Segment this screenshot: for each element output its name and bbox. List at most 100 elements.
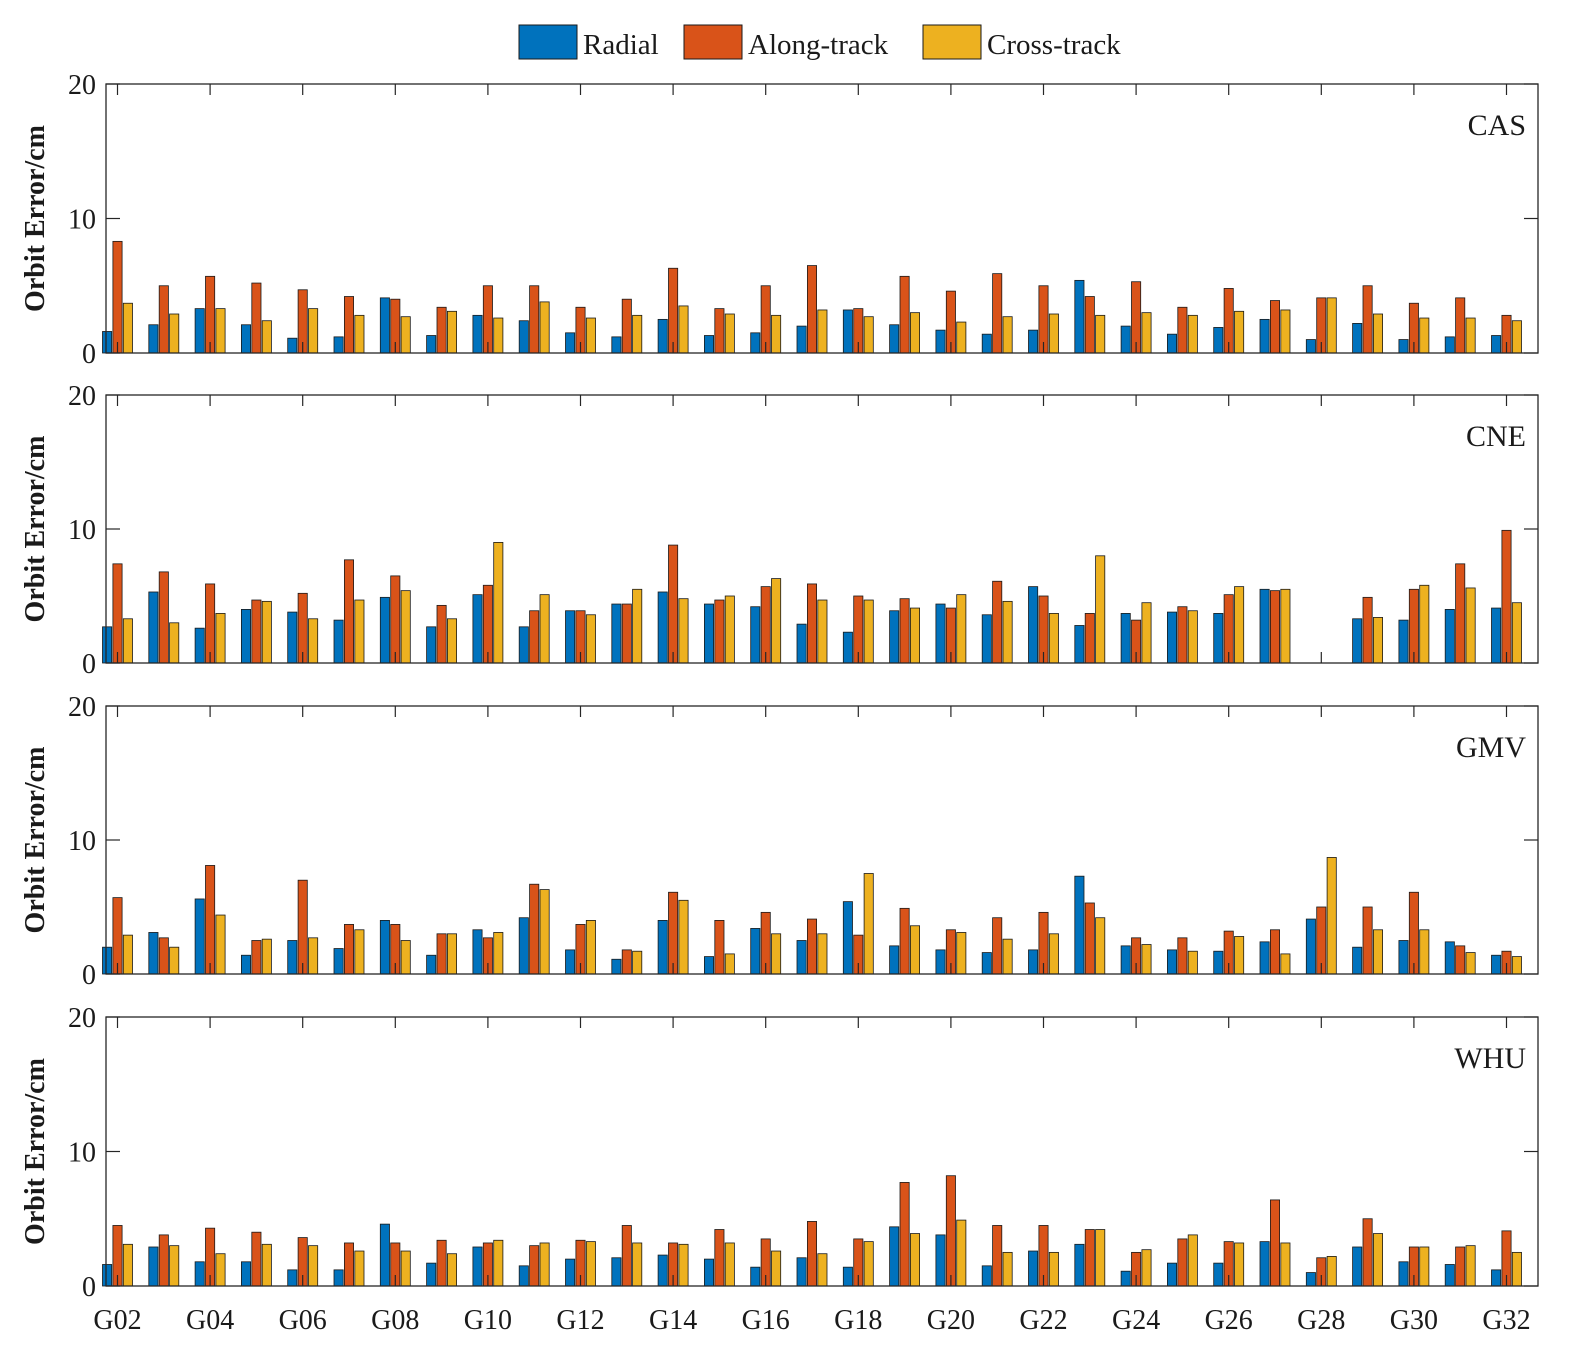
bar-radial	[1491, 954, 1502, 975]
bar-along-track	[1084, 1229, 1095, 1287]
bar-radial	[287, 611, 298, 664]
bar-along-track	[714, 1229, 725, 1287]
legend-swatch	[518, 24, 578, 60]
bar-cross-track	[539, 301, 550, 354]
bar-cross-track	[122, 618, 133, 664]
bar-cross-track	[1048, 613, 1059, 664]
bar-radial	[1167, 611, 1178, 664]
bar-cross-track	[122, 1243, 133, 1287]
bar-cross-track	[771, 314, 782, 354]
y-axis-label: Orbit Error/cm	[20, 125, 51, 312]
legend-item: Cross-track	[922, 24, 1121, 61]
bar-radial	[842, 901, 853, 975]
bar-cross-track	[1419, 584, 1430, 664]
panel-label: WHU	[1454, 1042, 1526, 1075]
bar-along-track	[158, 937, 169, 975]
panel-label: CNE	[1466, 420, 1526, 453]
bar-radial	[102, 626, 113, 664]
bar-radial	[981, 614, 992, 664]
bar-along-track	[807, 918, 818, 975]
bar-cross-track	[1002, 938, 1013, 975]
x-tick-label: G20	[927, 1305, 975, 1336]
bar-cross-track	[863, 599, 874, 664]
bar-radial	[889, 324, 900, 354]
bar-radial	[1120, 1270, 1131, 1287]
legend-label: Cross-track	[987, 29, 1121, 61]
legend-swatch	[683, 24, 743, 60]
bar-cross-track	[122, 934, 133, 975]
bar-radial	[704, 335, 715, 354]
bar-along-track	[1084, 613, 1095, 664]
bar-radial	[1491, 1269, 1502, 1287]
bar-radial	[565, 332, 576, 354]
bar-along-track	[251, 282, 262, 354]
bar-along-track	[807, 583, 818, 664]
bar-cross-track	[724, 313, 735, 354]
bar-radial	[1398, 940, 1409, 975]
bar-cross-track	[308, 618, 319, 664]
bar-cross-track	[585, 614, 596, 664]
x-tick-label: G02	[93, 1305, 141, 1336]
bar-cross-track	[1511, 956, 1522, 975]
bar-along-track	[251, 599, 262, 664]
bar-cross-track	[1280, 953, 1291, 975]
bar-radial	[472, 1246, 483, 1287]
bar-radial	[426, 626, 437, 664]
bar-cross-track	[1048, 933, 1059, 975]
bar-cross-track	[122, 302, 133, 354]
bar-radial	[1352, 618, 1363, 664]
y-tick-label: 10	[68, 515, 96, 546]
bar-cross-track	[1095, 314, 1106, 354]
bar-along-track	[621, 1225, 632, 1287]
bar-cross-track	[493, 932, 504, 975]
bar-cross-track	[1234, 1242, 1245, 1287]
bar-radial	[935, 1234, 946, 1287]
y-tick-label: 0	[82, 339, 96, 370]
bar-cross-track	[308, 308, 319, 354]
bar-along-track	[529, 610, 540, 664]
bar-along-track	[205, 275, 216, 354]
bar-along-track	[1177, 606, 1188, 664]
bar-radial	[1491, 335, 1502, 354]
bar-radial	[333, 1269, 344, 1287]
bar-along-track	[899, 1182, 910, 1287]
bar-cross-track	[354, 929, 365, 975]
bar-cross-track	[446, 1253, 457, 1287]
bar-radial	[240, 1261, 251, 1287]
bar-cross-track	[1326, 1256, 1337, 1287]
bar-along-track	[1084, 296, 1095, 354]
y-tick-label: 0	[82, 1272, 96, 1303]
bar-cross-track	[1326, 857, 1337, 975]
bar-along-track	[1270, 1199, 1281, 1287]
legend: Radial Along-track Cross-track	[518, 24, 1121, 61]
bar-along-track	[992, 1225, 1003, 1287]
bar-radial	[333, 336, 344, 354]
bar-radial	[842, 631, 853, 664]
bar-radial	[194, 898, 205, 975]
bar-radial	[1074, 875, 1085, 975]
bar-cross-track	[956, 932, 967, 975]
bar-cross-track	[539, 889, 550, 975]
bar-radial	[935, 603, 946, 664]
bar-cross-track	[539, 1242, 550, 1287]
bar-radial	[333, 619, 344, 664]
bar-radial	[1305, 339, 1316, 354]
bar-cross-track	[1373, 313, 1384, 354]
bar-cross-track	[1234, 586, 1245, 664]
bar-cross-track	[724, 953, 735, 975]
bar-along-track	[714, 920, 725, 975]
bar-radial	[1305, 1272, 1316, 1287]
bar-along-track	[1270, 590, 1281, 664]
bar-radial	[102, 331, 113, 354]
bar-radial	[842, 1266, 853, 1287]
bar-cross-track	[910, 925, 921, 975]
bar-cross-track	[169, 1245, 180, 1287]
bar-cross-track	[1280, 1242, 1291, 1287]
bar-cross-track	[1141, 602, 1152, 664]
bar-radial	[611, 1257, 622, 1287]
bar-radial	[240, 954, 251, 975]
bar-radial	[1352, 1246, 1363, 1287]
bar-cross-track	[1419, 929, 1430, 975]
legend-item: Along-track	[683, 24, 889, 61]
bar-radial	[1444, 1264, 1455, 1287]
